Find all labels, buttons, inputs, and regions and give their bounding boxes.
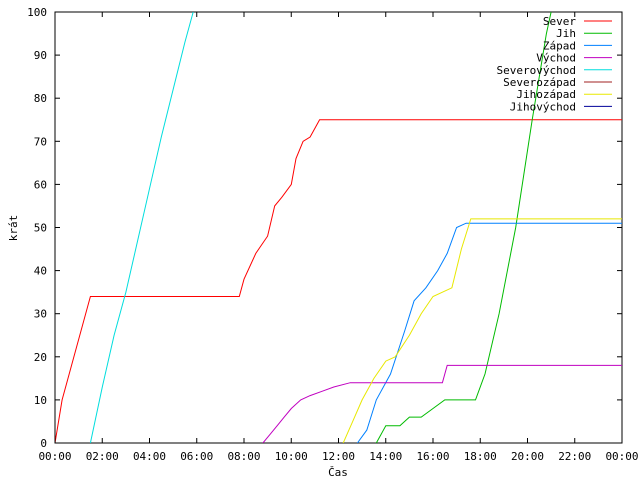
y-tick-label: 100 bbox=[27, 6, 47, 19]
y-tick-label: 80 bbox=[34, 92, 47, 105]
x-tick-label: 16:00 bbox=[416, 450, 449, 463]
y-tick-label: 60 bbox=[34, 178, 47, 191]
series-line-0 bbox=[55, 119, 622, 443]
x-tick-label: 20:00 bbox=[511, 450, 544, 463]
series-line-4 bbox=[89, 12, 194, 443]
y-tick-label: 0 bbox=[40, 437, 47, 450]
legend-label: Jihovýchod bbox=[510, 100, 576, 113]
legend: SeverJihZápadVýchodSeverovýchodSeverozáp… bbox=[497, 15, 612, 113]
x-tick-label: 08:00 bbox=[227, 450, 260, 463]
series-line-3 bbox=[262, 364, 622, 443]
x-tick-label: 06:00 bbox=[180, 450, 213, 463]
y-tick-label: 20 bbox=[34, 351, 47, 364]
plot-lines bbox=[55, 12, 622, 443]
legend-label: Jihozápad bbox=[516, 88, 576, 101]
series-line-1 bbox=[375, 12, 552, 443]
legend-label: Severovýchod bbox=[497, 64, 576, 77]
series-line-6 bbox=[342, 218, 622, 443]
x-axis-title: Čas bbox=[328, 466, 348, 479]
legend-label: Sever bbox=[543, 15, 576, 28]
y-tick-label: 40 bbox=[34, 265, 47, 278]
legend-label: Západ bbox=[543, 39, 576, 52]
x-tick-label: 10:00 bbox=[275, 450, 308, 463]
x-tick-label: 14:00 bbox=[369, 450, 402, 463]
legend-label: Severozápad bbox=[503, 76, 576, 89]
x-tick-label: 12:00 bbox=[322, 450, 355, 463]
legend-label: Jih bbox=[556, 27, 576, 40]
x-tick-label: 02:00 bbox=[86, 450, 119, 463]
y-axis-title: krát bbox=[7, 215, 20, 242]
y-tick-label: 30 bbox=[34, 308, 47, 321]
x-tick-label: 00:00 bbox=[38, 450, 71, 463]
x-tick-label: 22:00 bbox=[558, 450, 591, 463]
x-tick-label: 00:00 bbox=[605, 450, 638, 463]
y-tick-label: 50 bbox=[34, 222, 47, 235]
y-tick-label: 10 bbox=[34, 394, 47, 407]
axis-ticks: 00:00 02:00 04:00 06:00 08:00 10:00 12:00 14:00… bbox=[27, 6, 638, 463]
y-tick-label: 90 bbox=[34, 49, 47, 62]
x-tick-label: 18:00 bbox=[464, 450, 497, 463]
series-line-2 bbox=[356, 222, 622, 443]
x-tick-label: 04:00 bbox=[133, 450, 166, 463]
y-tick-label: 70 bbox=[34, 135, 47, 148]
legend-label: Východ bbox=[536, 52, 576, 65]
